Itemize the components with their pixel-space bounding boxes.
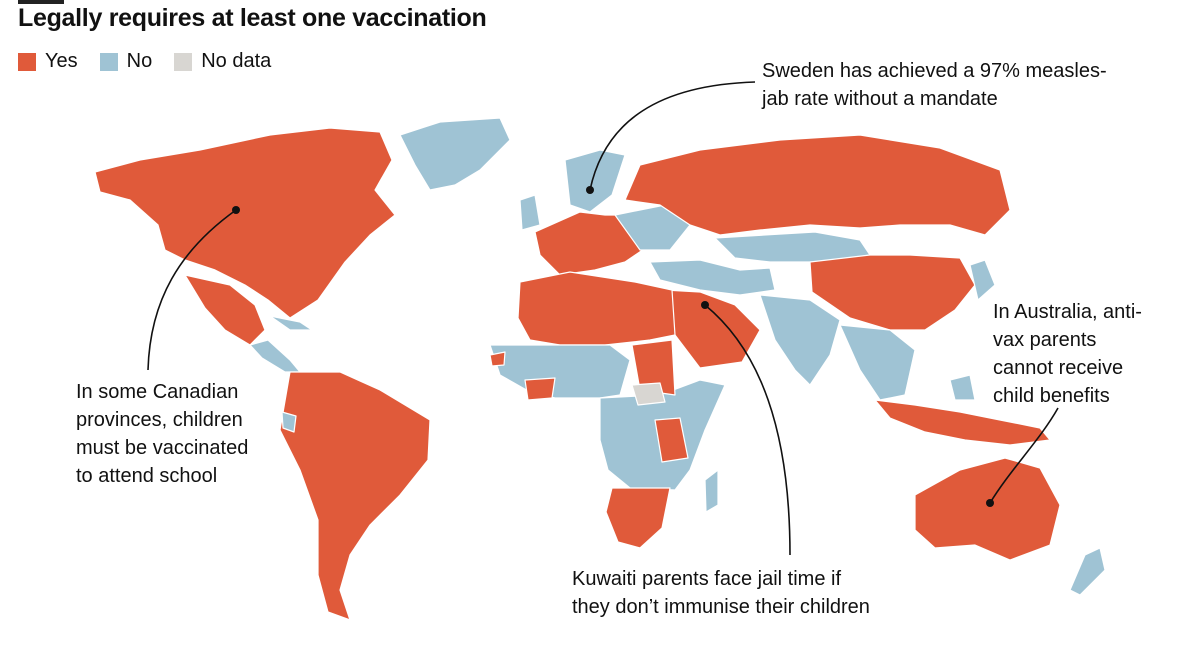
annotation-canada: In some Canadian provinces, children mus…	[76, 381, 249, 487]
dot-kuwait	[701, 301, 709, 309]
legend: Yes No No data	[18, 50, 293, 73]
region-senegal	[489, 351, 506, 367]
legend-label-no: No	[126, 50, 153, 72]
dot-sweden	[586, 186, 594, 194]
region-uk-ireland	[519, 194, 541, 231]
region-australia	[914, 457, 1061, 561]
region-madagascar	[704, 469, 719, 513]
annotation-kuwait: Kuwaiti parents face jail time if they d…	[572, 568, 870, 618]
leader-dots	[232, 186, 994, 507]
region-indonesia	[874, 399, 1051, 446]
legend-item-yes: Yes	[18, 50, 78, 73]
region-turkey-centralasia	[649, 259, 776, 296]
region-southeast-asia	[839, 324, 916, 401]
dot-australia	[986, 499, 994, 507]
legend-swatch-yes	[18, 52, 36, 71]
region-greenland	[399, 117, 511, 191]
leader-lines	[147, 81, 1059, 556]
region-russia	[624, 134, 1011, 236]
region-sudan-chad	[631, 339, 676, 396]
leader-australia	[989, 407, 1059, 504]
legend-item-no: No	[99, 50, 153, 73]
legend-label-no-data: No data	[201, 50, 272, 72]
legend-swatch-no	[99, 52, 118, 71]
region-western-europe	[534, 211, 651, 276]
annotation-sweden: Sweden has achieved a 97% measles- jab r…	[762, 60, 1107, 110]
region-south-sudan	[631, 382, 666, 406]
region-scandinavia	[564, 149, 626, 213]
region-south-america	[279, 371, 431, 621]
region-mexico	[184, 274, 266, 346]
region-north-africa	[517, 271, 676, 346]
leader-canada	[147, 209, 237, 371]
region-japan	[969, 259, 996, 301]
region-china	[809, 254, 976, 331]
region-india	[759, 294, 841, 386]
region-middle-east	[664, 289, 761, 369]
leader-kuwait	[704, 304, 791, 556]
region-cote-divoire-ghana	[524, 377, 556, 401]
legend-swatch-no-data	[174, 52, 193, 71]
region-new-zealand	[1069, 547, 1106, 596]
leader-sweden	[589, 81, 756, 191]
legend-item-no-data: No data	[174, 50, 271, 73]
region-cuba	[269, 315, 313, 331]
region-ecuador-guyana	[281, 411, 297, 433]
dot-canada	[232, 206, 240, 214]
map-title: Legally requires at least one vaccinatio…	[18, 4, 487, 32]
legend-label-yes: Yes	[45, 50, 78, 72]
region-southern-africa	[605, 487, 671, 549]
title-rule	[18, 0, 64, 4]
region-central-america	[249, 339, 301, 373]
region-canada-usa	[94, 127, 396, 319]
region-philippines-png	[949, 374, 976, 401]
region-tanzania	[654, 417, 689, 463]
annotation-australia: In Australia, anti- vax parents cannot r…	[993, 301, 1142, 407]
region-eastern-europe	[614, 204, 691, 251]
region-west-africa	[489, 344, 631, 399]
